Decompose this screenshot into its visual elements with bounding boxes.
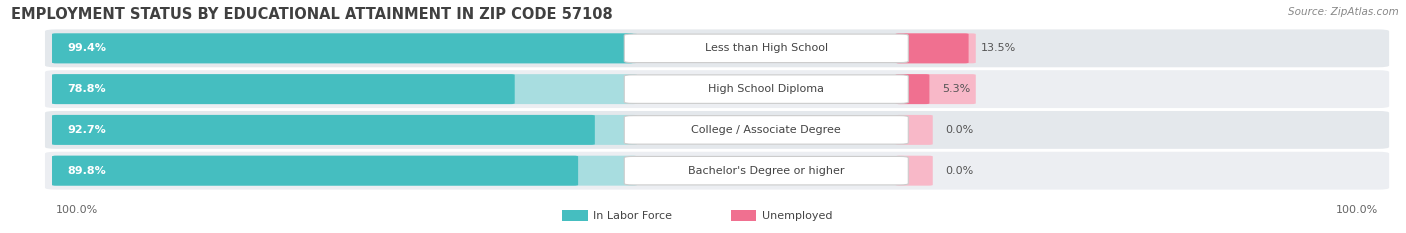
- Text: 0.0%: 0.0%: [945, 125, 973, 135]
- Text: Source: ZipAtlas.com: Source: ZipAtlas.com: [1288, 7, 1399, 17]
- FancyBboxPatch shape: [52, 115, 595, 145]
- Text: College / Associate Degree: College / Associate Degree: [692, 125, 841, 135]
- FancyBboxPatch shape: [52, 33, 637, 63]
- Text: 99.4%: 99.4%: [67, 43, 107, 53]
- Text: Less than High School: Less than High School: [704, 43, 828, 53]
- FancyBboxPatch shape: [562, 210, 588, 221]
- Text: Unemployed: Unemployed: [762, 211, 832, 220]
- FancyBboxPatch shape: [624, 156, 908, 185]
- FancyBboxPatch shape: [52, 74, 515, 104]
- FancyBboxPatch shape: [45, 152, 1389, 190]
- FancyBboxPatch shape: [896, 74, 976, 104]
- FancyBboxPatch shape: [52, 115, 637, 145]
- Text: 100.0%: 100.0%: [1336, 205, 1378, 215]
- FancyBboxPatch shape: [896, 33, 969, 63]
- FancyBboxPatch shape: [731, 210, 756, 221]
- FancyBboxPatch shape: [52, 33, 634, 63]
- Text: 89.8%: 89.8%: [67, 166, 107, 176]
- FancyBboxPatch shape: [52, 156, 578, 186]
- FancyBboxPatch shape: [896, 115, 932, 145]
- Text: 5.3%: 5.3%: [942, 84, 970, 94]
- FancyBboxPatch shape: [624, 75, 908, 103]
- FancyBboxPatch shape: [624, 34, 908, 63]
- FancyBboxPatch shape: [45, 111, 1389, 149]
- FancyBboxPatch shape: [896, 74, 929, 104]
- FancyBboxPatch shape: [45, 70, 1389, 108]
- FancyBboxPatch shape: [896, 156, 932, 186]
- FancyBboxPatch shape: [624, 116, 908, 144]
- Text: High School Diploma: High School Diploma: [709, 84, 824, 94]
- FancyBboxPatch shape: [896, 33, 976, 63]
- Text: 100.0%: 100.0%: [56, 205, 98, 215]
- Text: 0.0%: 0.0%: [945, 166, 973, 176]
- Text: In Labor Force: In Labor Force: [593, 211, 672, 220]
- Text: 78.8%: 78.8%: [67, 84, 105, 94]
- Text: 13.5%: 13.5%: [981, 43, 1017, 53]
- Text: EMPLOYMENT STATUS BY EDUCATIONAL ATTAINMENT IN ZIP CODE 57108: EMPLOYMENT STATUS BY EDUCATIONAL ATTAINM…: [11, 7, 613, 22]
- Text: 92.7%: 92.7%: [67, 125, 107, 135]
- Text: Bachelor's Degree or higher: Bachelor's Degree or higher: [688, 166, 845, 176]
- FancyBboxPatch shape: [45, 29, 1389, 67]
- FancyBboxPatch shape: [52, 156, 637, 186]
- FancyBboxPatch shape: [52, 74, 637, 104]
